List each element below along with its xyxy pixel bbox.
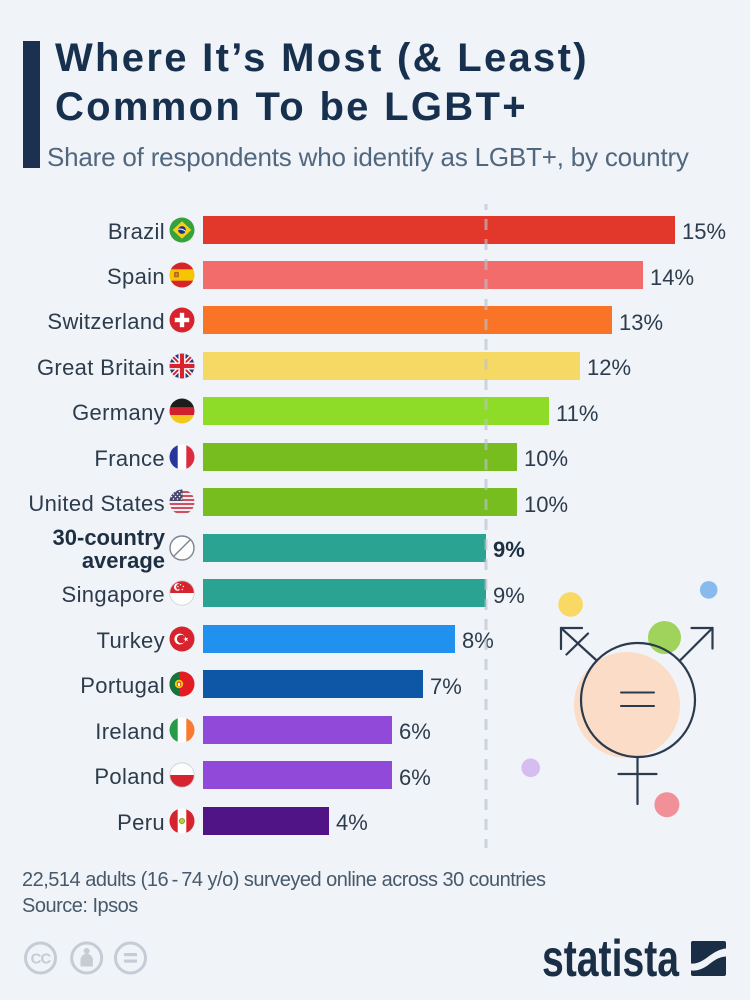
svg-text:CC: CC [31, 951, 52, 968]
svg-text:statista: statista [542, 930, 680, 985]
